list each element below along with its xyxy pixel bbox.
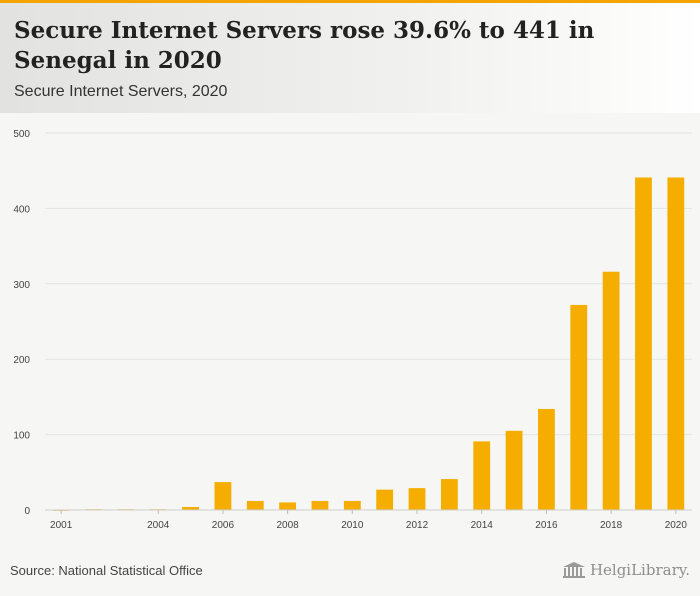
y-tick-label: 100	[13, 431, 30, 442]
x-tick-label: 2020	[665, 520, 688, 531]
bar-2012	[408, 488, 426, 510]
bar-chart: 0 100 200 300 400 500 2001 2004 2006 2008 2010 2012…	[13, 129, 692, 531]
chart-area: 0 100 200 300 400 500 2001 2004 2006 2008 2010 2012…	[0, 113, 700, 553]
x-tick-label: 2008	[277, 520, 300, 531]
bar-2005	[182, 506, 199, 510]
x-tick-label: 2004	[147, 520, 170, 531]
bar-2019	[635, 177, 652, 510]
x-tick-label: 2001	[50, 520, 73, 531]
bar-2017	[570, 304, 588, 510]
x-tick-label: 2016	[535, 520, 558, 531]
brand-logo[interactable]: HelgiLibrary.	[562, 561, 690, 579]
bar-2014	[473, 441, 491, 510]
library-icon	[562, 562, 585, 578]
bar-2013	[440, 479, 458, 510]
bar-2016	[538, 408, 555, 510]
bar-2006	[214, 482, 232, 510]
bar-2009	[311, 500, 329, 510]
bar-2008	[279, 502, 297, 510]
bar-2018	[602, 271, 620, 510]
bar-2007	[246, 500, 264, 510]
y-tick-label: 0	[24, 506, 30, 517]
x-tick-label: 2010	[341, 520, 364, 531]
bar-2015	[505, 430, 523, 510]
x-tick-label: 2012	[406, 520, 429, 531]
y-tick-label: 500	[13, 129, 30, 140]
y-tick-label: 400	[13, 204, 30, 215]
x-tick-label: 2018	[600, 520, 623, 531]
chart-subtitle: Secure Internet Servers, 2020	[14, 83, 228, 100]
y-tick-label: 300	[13, 280, 30, 291]
x-tick-label: 2006	[212, 520, 235, 531]
chart-header: Secure Internet Servers rose 39.6% to 44…	[0, 3, 700, 113]
brand-name: HelgiLibrary.	[589, 561, 690, 579]
accent-top-bar	[0, 0, 700, 3]
y-tick-label: 200	[13, 355, 30, 366]
bar-2020	[667, 177, 685, 510]
page-title: Secure Internet Servers rose 39.6% to 44…	[14, 17, 595, 74]
bar-2011	[376, 489, 394, 510]
source-note: Source: National Statistical Office	[10, 563, 203, 578]
x-tick-label: 2014	[471, 520, 494, 531]
bar-2010	[343, 500, 361, 510]
